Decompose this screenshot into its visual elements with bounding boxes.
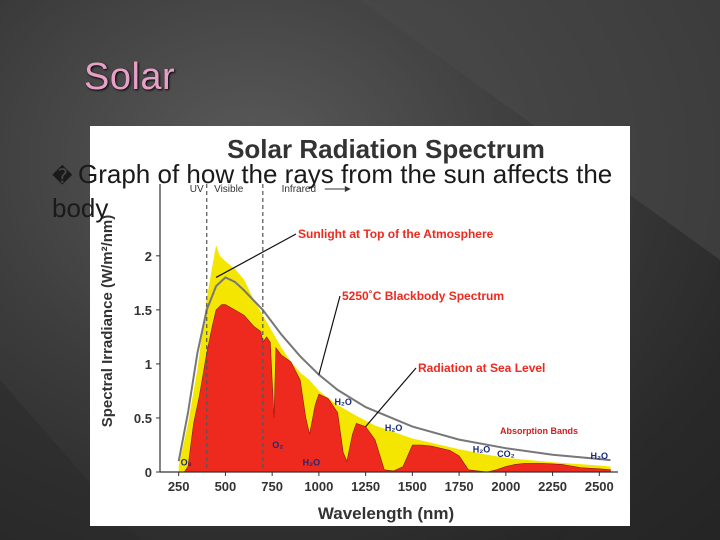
- annotation-label: Sunlight at Top of the Atmosphere: [298, 227, 494, 241]
- y-tick-label: 0: [145, 465, 152, 480]
- x-tick-label: 1250: [351, 479, 380, 494]
- x-tick-label: 1750: [445, 479, 474, 494]
- y-tick-label: 1: [145, 357, 152, 372]
- absorption-band-label: O₂: [272, 440, 283, 450]
- chart-title: Solar Radiation Spectrum: [227, 134, 545, 164]
- x-axis-label: Wavelength (nm): [318, 504, 454, 523]
- annotation-pointer: [365, 367, 417, 427]
- absorption-band-label: CO₂: [497, 449, 515, 459]
- y-tick-label: 2: [145, 249, 152, 264]
- annotation-pointer: [318, 295, 341, 375]
- y-tick-label: 0.5: [134, 411, 152, 426]
- annotation-label: Radiation at Sea Level: [418, 361, 545, 375]
- bullet-marker-icon: �: [52, 164, 73, 188]
- spectrum-figure: Solar Radiation Spectrum UV Visible Infrar…: [90, 126, 630, 526]
- region-label: Visible: [214, 184, 244, 195]
- x-tick-label: 1500: [398, 479, 427, 494]
- series-sea-level-area: [183, 304, 611, 473]
- region-label: UV: [190, 184, 204, 195]
- region-label: Infrared: [282, 184, 316, 195]
- x-tick-label: 2000: [491, 479, 520, 494]
- x-tick-label: 500: [215, 479, 237, 494]
- x-tick-label: 250: [168, 479, 190, 494]
- absorption-band-label: H₂O: [473, 445, 491, 455]
- absorption-band-label: H₂O: [591, 451, 609, 461]
- bullet-point: � Graph of how the rays from the sun affe…: [52, 158, 662, 224]
- infrared-arrow-head: [344, 186, 351, 192]
- x-tick-label: 2500: [585, 479, 614, 494]
- plot-area: UV Visible Infrared 250 500 750 1000 1250 1500 17…: [134, 184, 618, 494]
- annotation-label: 5250˚C Blackbody Spectrum: [342, 289, 504, 303]
- absorption-band-label: H₂O: [334, 397, 352, 407]
- absorption-band-label: H₂O: [385, 423, 403, 433]
- slide-title: Solar: [84, 56, 176, 98]
- y-tick-label: 1.5: [134, 303, 152, 318]
- x-tick-label: 2250: [538, 479, 567, 494]
- y-axis-label: Spectral Irradiance (W/m²/nm): [99, 215, 116, 428]
- annotation-label: Absorption Bands: [500, 426, 578, 436]
- absorption-band-label: H₂O: [303, 458, 321, 468]
- series-blackbody-line: [177, 276, 611, 462]
- annotation-pointer: [215, 233, 297, 278]
- x-tick-label: 750: [261, 479, 283, 494]
- absorption-band-label: O₃: [181, 458, 192, 468]
- solar-spectrum-chart: Solar Radiation Spectrum UV Visible Infrar…: [99, 134, 618, 523]
- x-tick-label: 1000: [304, 479, 333, 494]
- bullet-text: Graph of how the rays from the sun affec…: [52, 159, 613, 223]
